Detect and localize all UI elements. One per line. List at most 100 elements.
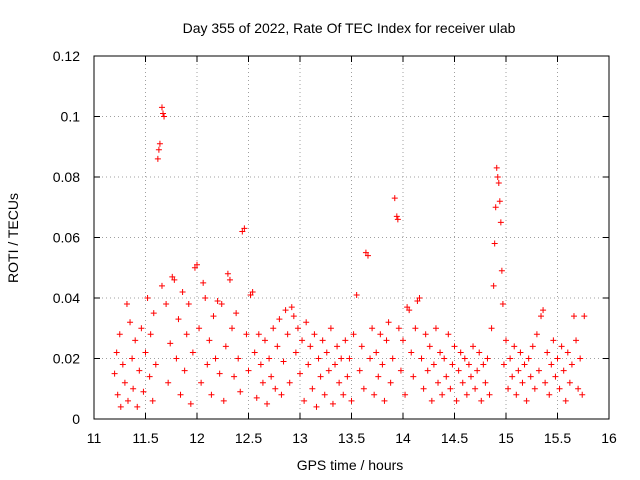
- data-points: [111, 104, 588, 410]
- data-point: [531, 385, 538, 392]
- y-tick-label: 0.02: [53, 351, 80, 367]
- data-point: [348, 397, 355, 404]
- data-point: [154, 155, 161, 162]
- data-point: [123, 301, 130, 308]
- data-point: [491, 240, 498, 247]
- data-point: [309, 385, 316, 392]
- data-point: [282, 307, 289, 314]
- data-point: [422, 331, 429, 338]
- data-point: [494, 174, 501, 180]
- data-point: [202, 295, 209, 301]
- data-point: [548, 361, 555, 368]
- data-point: [116, 331, 123, 338]
- data-point: [251, 349, 258, 356]
- y-tick-labels: 0 0.02 0.04 0.06 0.08 0.1 0.12: [53, 48, 80, 427]
- data-point: [387, 379, 394, 386]
- data-point: [158, 104, 165, 111]
- x-tick-label: 16: [601, 430, 617, 446]
- data-point: [241, 225, 248, 232]
- data-point: [187, 400, 194, 407]
- data-point: [138, 325, 145, 332]
- data-point: [290, 313, 297, 320]
- data-point: [340, 391, 347, 398]
- data-point: [344, 373, 351, 380]
- data-point: [453, 397, 460, 404]
- data-point: [224, 270, 231, 277]
- data-point: [474, 367, 481, 374]
- data-point: [492, 204, 499, 211]
- data-point: [276, 316, 283, 323]
- data-point: [511, 343, 518, 350]
- data-point: [558, 343, 565, 350]
- data-point: [525, 355, 532, 362]
- data-point: [257, 361, 264, 368]
- data-point: [402, 391, 409, 398]
- data-point: [535, 367, 542, 374]
- data-point: [301, 397, 308, 404]
- x-tick-labels: 11 11.5 12 12.5 13 13.5 14 14.5 15 15.5 16: [87, 430, 617, 446]
- data-point: [519, 379, 526, 386]
- data-point: [497, 219, 504, 226]
- data-point: [177, 391, 184, 398]
- data-point: [274, 343, 281, 350]
- data-point: [130, 385, 137, 392]
- data-point: [134, 403, 141, 410]
- data-point: [509, 373, 516, 380]
- data-point: [579, 391, 586, 398]
- data-point: [150, 310, 157, 317]
- data-point: [496, 198, 503, 205]
- data-point: [353, 291, 360, 298]
- data-point: [395, 325, 402, 332]
- data-point: [449, 361, 456, 368]
- data-point: [416, 295, 423, 301]
- data-point: [404, 304, 411, 311]
- data-point: [297, 370, 303, 377]
- data-point: [575, 385, 582, 392]
- data-point: [181, 367, 188, 374]
- data-point: [437, 349, 444, 356]
- data-point: [261, 337, 268, 344]
- data-point: [307, 343, 314, 350]
- data-point: [270, 325, 277, 332]
- data-point: [317, 373, 324, 380]
- data-point: [194, 261, 200, 268]
- data-point: [292, 349, 299, 356]
- data-point: [371, 391, 378, 398]
- data-point: [435, 379, 442, 386]
- data-point: [350, 331, 357, 338]
- data-point: [323, 349, 330, 356]
- data-point: [573, 337, 580, 344]
- data-point: [264, 400, 271, 407]
- data-point: [233, 310, 240, 317]
- data-point: [113, 349, 120, 356]
- data-point: [568, 361, 575, 368]
- data-point: [321, 391, 328, 398]
- data-point: [136, 367, 143, 374]
- data-point: [294, 325, 301, 332]
- data-point: [222, 343, 229, 350]
- x-tick-label: 12: [189, 430, 205, 446]
- data-point: [414, 298, 421, 305]
- data-point: [338, 355, 345, 362]
- data-point: [542, 379, 549, 386]
- data-point: [278, 391, 285, 398]
- data-point: [362, 249, 369, 256]
- data-point: [119, 361, 126, 368]
- data-point: [161, 113, 168, 120]
- data-point: [476, 349, 483, 356]
- data-point: [408, 349, 415, 356]
- data-point: [418, 355, 425, 362]
- data-point: [121, 379, 128, 386]
- data-point: [521, 361, 528, 368]
- data-point: [441, 355, 448, 362]
- data-point: [152, 361, 159, 368]
- data-point: [147, 331, 154, 338]
- data-point: [149, 397, 156, 404]
- data-point: [451, 343, 458, 350]
- data-point: [523, 397, 530, 404]
- data-point: [226, 276, 233, 283]
- data-point: [488, 325, 495, 332]
- data-point: [286, 379, 293, 386]
- data-point: [179, 288, 186, 295]
- data-point: [204, 361, 211, 368]
